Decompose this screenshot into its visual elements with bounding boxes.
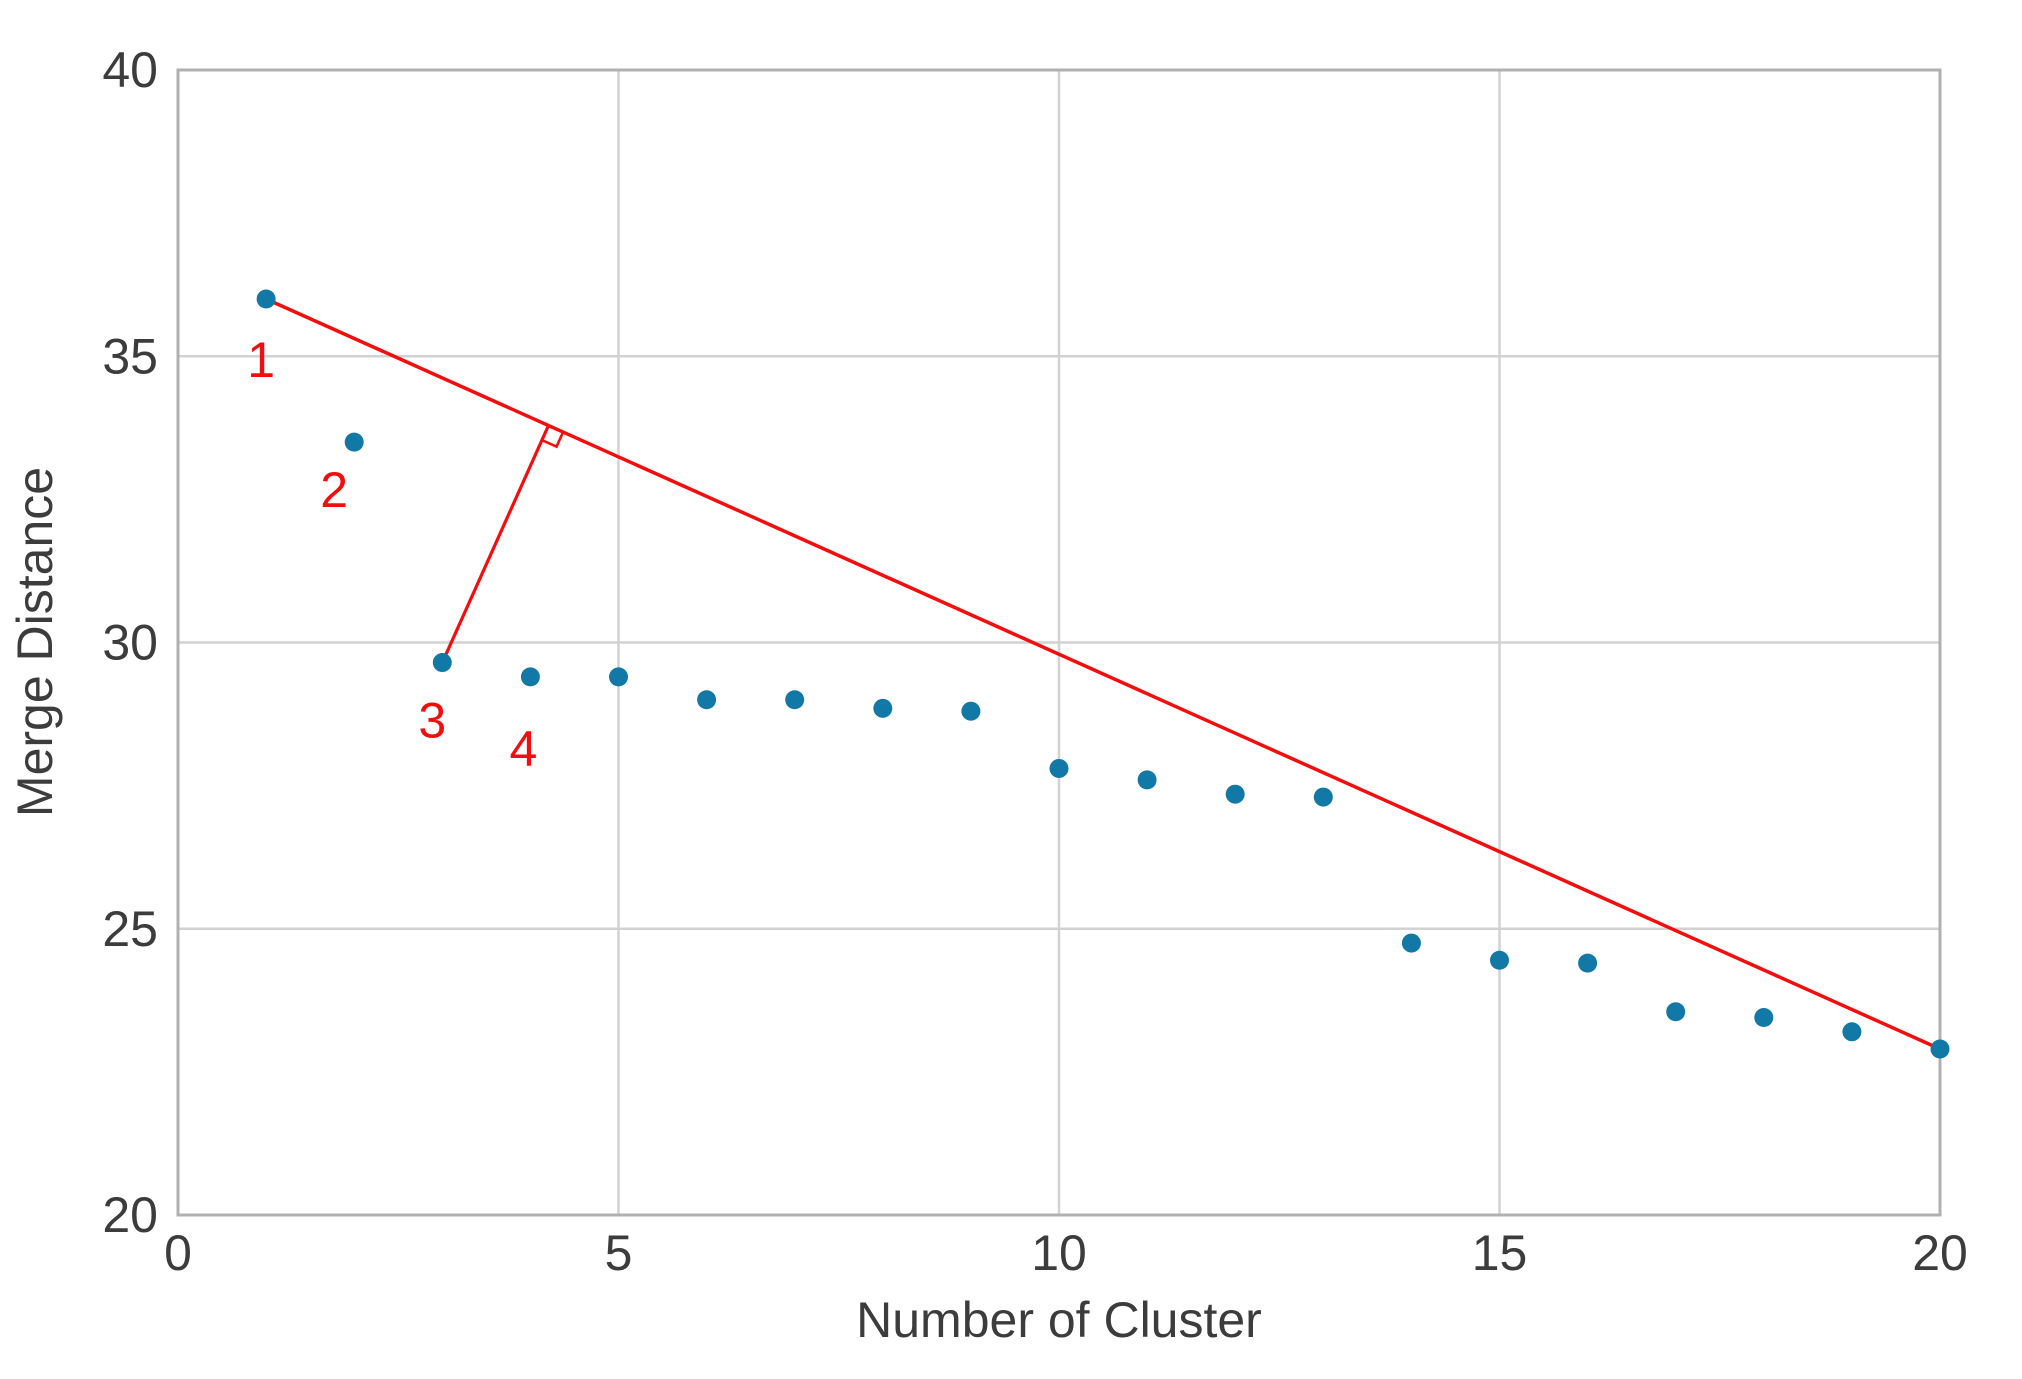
y-axis-title: Merge Distance bbox=[7, 467, 63, 817]
x-tick-label: 20 bbox=[1912, 1225, 1968, 1281]
data-point bbox=[432, 653, 452, 673]
data-point bbox=[1137, 770, 1157, 790]
data-point bbox=[609, 667, 628, 687]
data-point bbox=[1578, 953, 1598, 973]
data-point bbox=[1666, 1002, 1686, 1022]
cluster-count-annotation: 2 bbox=[320, 462, 348, 518]
data-point bbox=[344, 432, 364, 452]
data-point bbox=[520, 667, 540, 687]
data-point bbox=[1401, 933, 1421, 953]
cluster-count-annotation: 4 bbox=[509, 721, 537, 777]
elbow-annotation-lines bbox=[265, 297, 1941, 1051]
y-tick-label: 20 bbox=[102, 1187, 158, 1243]
data-point bbox=[1225, 784, 1245, 804]
gridlines bbox=[176, 68, 1942, 1217]
data-point bbox=[1842, 1022, 1862, 1042]
data-point bbox=[256, 289, 276, 309]
plot-border bbox=[176, 68, 1942, 1217]
data-point bbox=[1930, 1039, 1950, 1059]
elbow-reference-line bbox=[265, 297, 1941, 1051]
cluster-count-annotation: 1 bbox=[247, 332, 275, 388]
data-point bbox=[873, 698, 893, 718]
data-point bbox=[785, 690, 805, 710]
y-tick-label: 25 bbox=[102, 901, 158, 957]
data-point bbox=[961, 701, 981, 721]
y-tick-label: 40 bbox=[102, 42, 158, 98]
data-point bbox=[1754, 1007, 1774, 1027]
data-points bbox=[256, 289, 1950, 1059]
point-annotations: 1 2 3 4 bbox=[247, 332, 537, 777]
x-tick-label: 10 bbox=[1031, 1225, 1087, 1281]
data-point bbox=[1490, 950, 1509, 970]
x-tick-label: 15 bbox=[1472, 1225, 1528, 1281]
x-tick-label: 0 bbox=[164, 1225, 192, 1281]
data-point bbox=[1313, 787, 1333, 807]
tick-labels: 0 5 10 15 20 20 25 30 35 40 bbox=[102, 42, 1967, 1281]
cluster-count-annotation: 3 bbox=[418, 693, 446, 749]
perpendicular-line bbox=[440, 424, 550, 664]
x-tick-label: 5 bbox=[605, 1225, 633, 1281]
x-axis-title: Number of Cluster bbox=[856, 1292, 1262, 1348]
data-point bbox=[697, 690, 717, 710]
y-tick-label: 35 bbox=[102, 328, 158, 384]
y-tick-label: 30 bbox=[102, 615, 158, 671]
data-point bbox=[1049, 758, 1069, 778]
right-angle-marker bbox=[540, 423, 565, 449]
